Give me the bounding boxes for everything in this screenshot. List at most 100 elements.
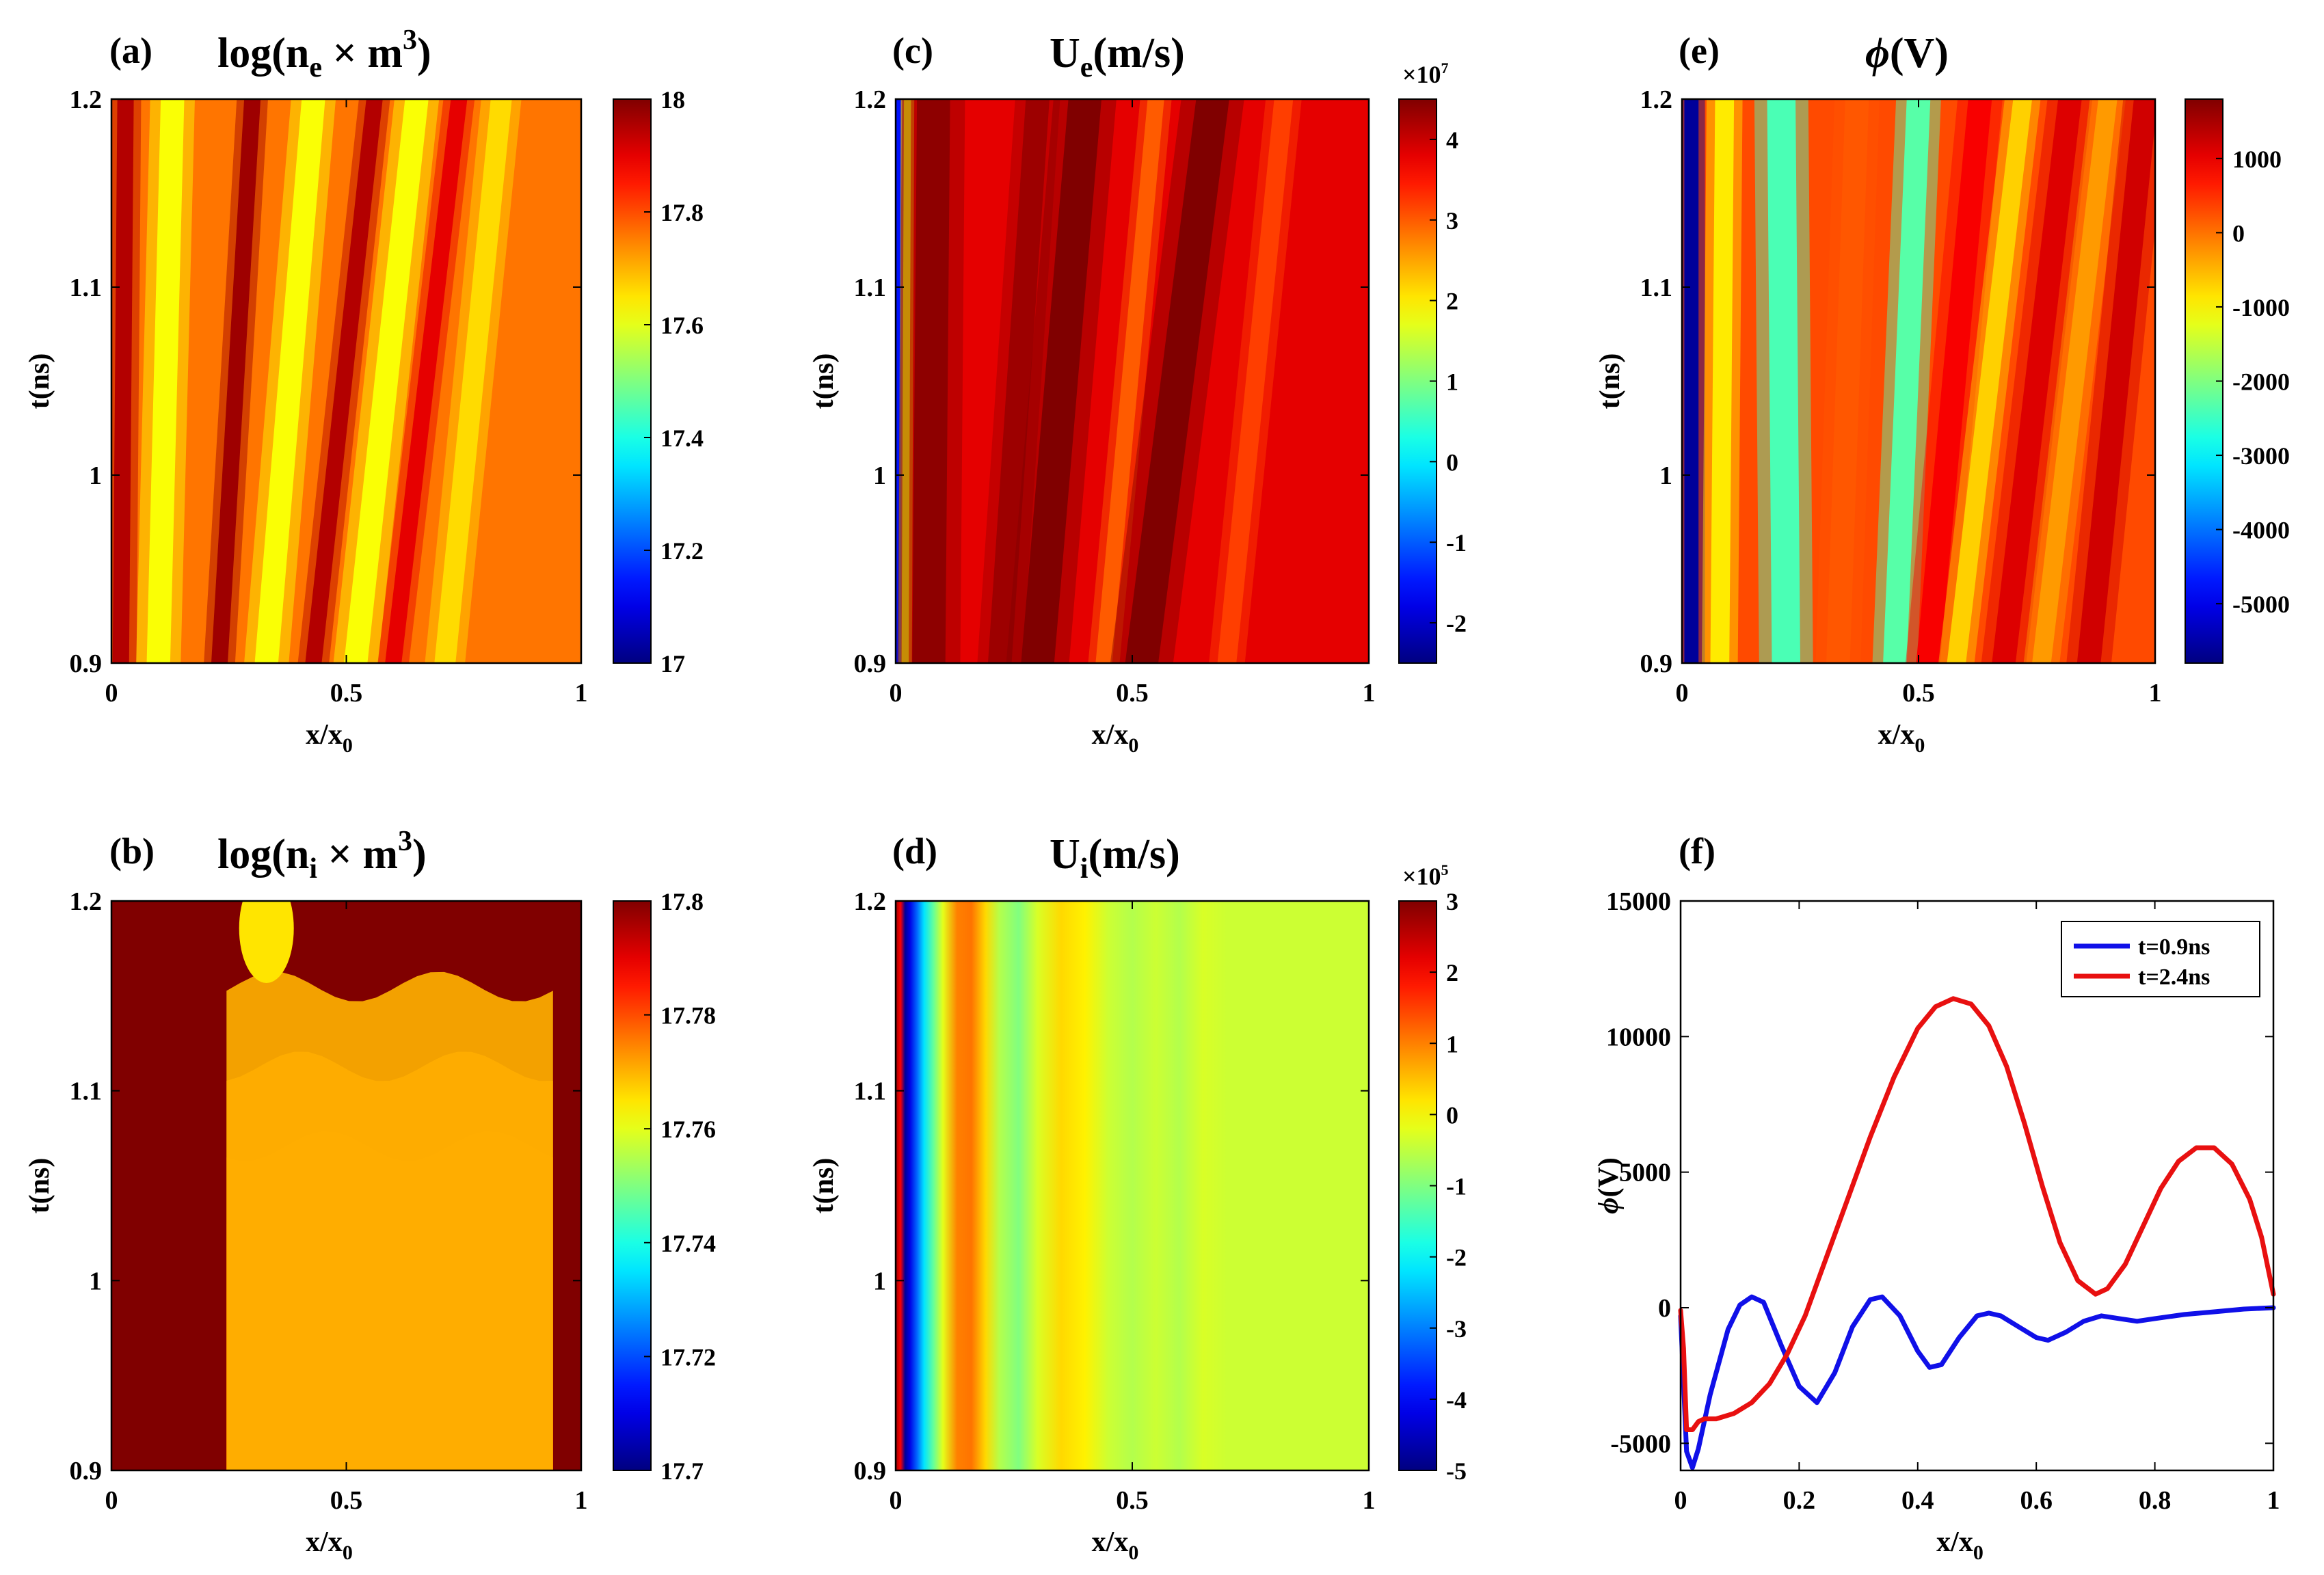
y-axis-label-unit: (V) — [1593, 1157, 1625, 1197]
x-tick-label: 1 — [2267, 1486, 2280, 1515]
y-tick-label: 1.1 — [854, 1077, 887, 1106]
y-tick-label: 1 — [89, 1267, 102, 1295]
y-tick-label: 1 — [873, 1267, 886, 1295]
panel-title-a: log(ne × m3) — [217, 25, 431, 83]
y-tick-label: -5000 — [1610, 1429, 1671, 1458]
colorbar-tick-label: 1 — [1446, 1030, 1458, 1058]
x-tick-label: 0.5 — [1902, 679, 1935, 708]
x-tick-label: 0.5 — [1116, 1486, 1149, 1515]
y-tick-label: 0 — [1658, 1294, 1671, 1323]
heatmap-stripe — [901, 99, 911, 663]
x-tick-label: 0.4 — [1901, 1486, 1934, 1515]
plots-layer: 0 0.5 10.911.11.21717.217.417.617.818x/x0t… — [24, 59, 2290, 1564]
y-axis-label-phi: ϕ — [1593, 1198, 1625, 1214]
heatmap-stripe — [1992, 99, 2082, 663]
x-axis-label: x/x0 — [1878, 719, 1925, 757]
colorbar-b: 17.7 17.72 17.74 17.76 17.78 17.8 — [613, 888, 716, 1485]
axis-labels-b: x/x0t(ns) — [24, 1158, 353, 1564]
x-axis-label-main: x/x — [306, 719, 343, 751]
x-axis-label-main: x/x — [1092, 719, 1129, 751]
y-tick-label: 1.2 — [70, 887, 103, 916]
x-axis-label-sub: 0 — [1128, 734, 1138, 757]
panel-b: (b) log(ni × m3) — [109, 826, 427, 885]
y-tick-label: 1.1 — [1640, 273, 1673, 302]
panel-label-d: (d) — [892, 831, 937, 872]
x-axis-label: x/x0 — [306, 719, 353, 757]
heatmap-level — [226, 971, 553, 1470]
colorbar-tick-label: 2 — [1446, 959, 1458, 986]
x-tick-label: 1 — [1363, 679, 1376, 708]
x-tick-label: 1 — [1363, 1486, 1376, 1515]
x-axis-label-main: x/x — [306, 1526, 343, 1558]
colorbar-tick-label: 1000 — [2232, 146, 2282, 173]
panel-label-a: (a) — [109, 30, 152, 71]
y-tick-label: 1.1 — [854, 273, 887, 302]
colorbar-a: 17 17.2 17.4 17.6 17.8 18 — [613, 86, 704, 677]
x-tick-label: 0.5 — [1116, 679, 1149, 708]
x-axis-label-sub: 0 — [1914, 734, 1925, 757]
colorbar-tick-label: 17.2 — [660, 537, 704, 565]
ticks-a: 0 0.5 1 0.9 1 1.1 1.2 — [70, 85, 588, 708]
x-axis-label-main: x/x — [1092, 1526, 1129, 1558]
x-axis-label: x/x0 — [1092, 719, 1139, 757]
series-line — [1678, 1294, 2276, 1470]
legend-label: t=0.9ns — [2138, 934, 2210, 960]
panel-label-b: (b) — [109, 831, 155, 872]
x-tick-label: 1 — [575, 679, 588, 708]
heatmap-patch — [239, 901, 294, 983]
colorbar-tick-label: 17.8 — [660, 199, 704, 226]
colorbar-tick-label: -2 — [1446, 610, 1467, 637]
colorbar-bar — [2185, 98, 2223, 664]
colorbar-tick-label: 17.74 — [660, 1230, 716, 1257]
y-axis-label: ϕ(V) — [1593, 1157, 1625, 1214]
axis-labels-c: x/x0t(ns) — [808, 353, 1138, 757]
y-axis-label: t(ns) — [808, 1158, 840, 1214]
colorbar-tick-label: 0 — [2232, 219, 2245, 247]
y-tick-label: 1.2 — [1640, 85, 1673, 114]
colorbar-tick-label: 17.6 — [660, 312, 704, 339]
colorbar-tick-label: -3 — [1446, 1315, 1467, 1343]
colorbar-e: -5000 -4000 -3000 -2000 -1000 0 1000 — [2185, 98, 2290, 664]
x-tick-label: 0 — [1676, 679, 1689, 708]
heatmap-stripe — [305, 99, 383, 663]
x-axis-label-sub: 0 — [1128, 1542, 1138, 1564]
y-tick-label: 1 — [873, 461, 886, 490]
colorbar-tick-label: 4 — [1446, 126, 1458, 154]
series-line — [1678, 996, 2276, 1432]
heatmap-a — [111, 99, 581, 663]
x-axis-label-sub: 0 — [343, 734, 353, 757]
panel-a: (a) log(ne × m3) — [109, 25, 431, 83]
x-tick-label: 1 — [2149, 679, 2162, 708]
colorbar-tick-label: 0 — [1446, 448, 1458, 476]
heatmap-stripe — [2076, 99, 2155, 663]
colorbar-tick-label: 2 — [1446, 288, 1458, 315]
heatmap-stripe — [1125, 99, 1229, 663]
heatmap-stripe — [112, 99, 134, 663]
heatmap-stripe — [1947, 99, 2033, 663]
heatmap-stripe — [344, 99, 429, 663]
x-axis-label: x/x0 — [306, 1526, 353, 1564]
panel-f: (f) — [1679, 831, 1715, 872]
colorbar-tick-label: 18 — [660, 86, 685, 113]
panel-title-c: Ue(m/s) — [1050, 30, 1185, 83]
x-axis-label: x/x0 — [1936, 1526, 1984, 1564]
x-tick-label: 0.2 — [1783, 1486, 1816, 1515]
legend-label: t=2.4ns — [2138, 965, 2210, 990]
heatmap-stripe — [146, 99, 185, 663]
colorbar-bar — [613, 900, 652, 1471]
y-tick-label: 1.2 — [70, 85, 103, 114]
heatmap-stripe — [2032, 99, 2118, 663]
y-tick-label: 15000 — [1606, 887, 1671, 916]
x-axis-label-main: x/x — [1936, 1526, 1973, 1558]
y-tick-label: 10000 — [1606, 1023, 1671, 1051]
x-tick-label: 0 — [105, 679, 118, 708]
heatmap-stripe — [1684, 99, 1699, 663]
panel-d: (d) Ui(m/s) — [892, 831, 1180, 885]
axis-labels-f: x/x0ϕ(V) — [1593, 1157, 1984, 1564]
heatmap-stripe — [1767, 99, 1800, 663]
x-tick-label: 1 — [575, 1486, 588, 1515]
heatmap-stripe — [1021, 99, 1102, 663]
colorbar-multiplier: ×107 — [1402, 59, 1449, 88]
heatmap-e — [1682, 99, 2155, 663]
